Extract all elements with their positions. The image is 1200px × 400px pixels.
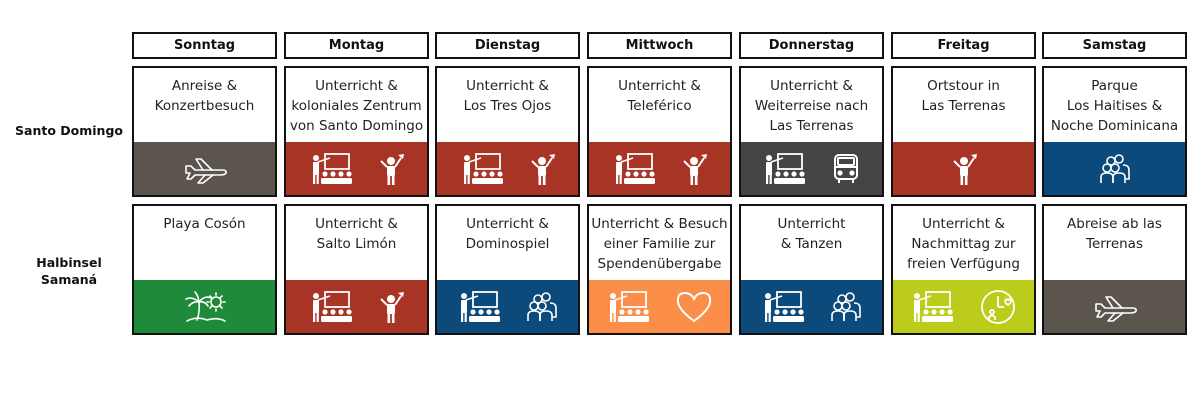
activity-text: Abreise ab las Terrenas: [1067, 216, 1162, 252]
schedule-cell: Parque Los Haitises & Noche Dominicana: [1042, 66, 1187, 197]
activity-color-band: [1044, 142, 1185, 195]
activity-color-band: [134, 280, 275, 333]
beach-icon: [183, 290, 227, 324]
activity-text: Unterricht & Weiterreise nach Las Terren…: [754, 78, 869, 134]
activity-color-band: [437, 280, 578, 333]
row-label: Halbinsel Samaná: [36, 255, 102, 287]
activity-color-band: [741, 280, 882, 333]
classroom-icon: [911, 290, 953, 324]
activity-text: Playa Cosón: [163, 216, 246, 232]
activity-color-band: [893, 280, 1034, 333]
schedule-cell: Unterricht & Dominospiel: [435, 204, 580, 335]
airplane-icon: [1092, 292, 1138, 322]
heart-icon: [675, 290, 713, 324]
group-icon: [1099, 153, 1131, 185]
activity-text: Unterricht & Nachmittag zur freien Verfü…: [907, 216, 1020, 272]
activity-text: Unterricht & Tanzen: [777, 216, 846, 252]
classroom-icon: [310, 152, 352, 186]
classroom-icon: [613, 152, 655, 186]
schedule-cell: Anreise & Konzertbesuch: [132, 66, 277, 197]
row-label: Santo Domingo: [15, 123, 123, 138]
schedule-cell: Unterricht & Tanzen: [739, 204, 884, 335]
guide-icon: [529, 152, 555, 186]
schedule-cell: Unterricht & koloniales Zentrum von Sant…: [284, 66, 429, 197]
schedule-cell: Unterricht & Besuch einer Familie zur Sp…: [587, 204, 732, 335]
activity-color-band: [1044, 280, 1185, 333]
schedule-cell: Playa Cosón: [132, 204, 277, 335]
activity-text: Ortstour in Las Terrenas: [921, 78, 1006, 114]
day-header-sonntag: Sonntag: [132, 32, 277, 59]
activity-color-band: [286, 142, 427, 195]
activity-color-band: [589, 280, 730, 333]
schedule-cell: Ortstour in Las Terrenas: [891, 66, 1036, 197]
activity-color-band: [893, 142, 1034, 195]
activity-text: Parque Los Haitises & Noche Dominicana: [1050, 78, 1179, 134]
classroom-icon: [607, 290, 649, 324]
activity-text: Unterricht & Besuch einer Familie zur Sp…: [591, 216, 728, 272]
day-header-mittwoch: Mittwoch: [587, 32, 732, 59]
classroom-icon: [762, 290, 804, 324]
guide-icon: [681, 152, 707, 186]
group-icon: [526, 291, 558, 323]
guide-icon: [378, 290, 404, 324]
day-header-montag: Montag: [284, 32, 429, 59]
day-header-samstag: Samstag: [1042, 32, 1187, 59]
free-time-icon: [979, 288, 1017, 326]
group-icon: [830, 291, 862, 323]
day-header-freitag: Freitag: [891, 32, 1036, 59]
classroom-icon: [461, 152, 503, 186]
activity-color-band: [134, 142, 275, 195]
activity-color-band: [437, 142, 578, 195]
activity-color-band: [286, 280, 427, 333]
classroom-icon: [310, 290, 352, 324]
guide-icon: [378, 152, 404, 186]
activity-color-band: [589, 142, 730, 195]
classroom-icon: [458, 290, 500, 324]
schedule-cell: Unterricht & Nachmittag zur freien Verfü…: [891, 204, 1036, 335]
schedule-cell: Unterricht & Los Tres Ojos: [435, 66, 580, 197]
schedule-cell: Abreise ab las Terrenas: [1042, 204, 1187, 335]
schedule-cell: Unterricht & Teleférico: [587, 66, 732, 197]
airplane-icon: [182, 154, 228, 184]
activity-color-band: [741, 142, 882, 195]
activity-text: Unterricht & Teleférico: [618, 78, 701, 114]
activity-text: Unterricht & Dominospiel: [465, 216, 550, 252]
activity-text: Unterricht & koloniales Zentrum von Sant…: [289, 78, 424, 134]
activity-text: Unterricht & Los Tres Ojos: [463, 78, 552, 114]
activity-text: Unterricht & Salto Limón: [315, 216, 398, 252]
bus-icon: [831, 153, 861, 185]
schedule-cell: Unterricht & Weiterreise nach Las Terren…: [739, 66, 884, 197]
activity-text: Anreise & Konzertbesuch: [154, 78, 255, 114]
day-header-dienstag: Dienstag: [435, 32, 580, 59]
day-header-donnerstag: Donnerstag: [739, 32, 884, 59]
schedule-cell: Unterricht & Salto Limón: [284, 204, 429, 335]
classroom-icon: [763, 152, 805, 186]
guide-icon: [951, 152, 977, 186]
